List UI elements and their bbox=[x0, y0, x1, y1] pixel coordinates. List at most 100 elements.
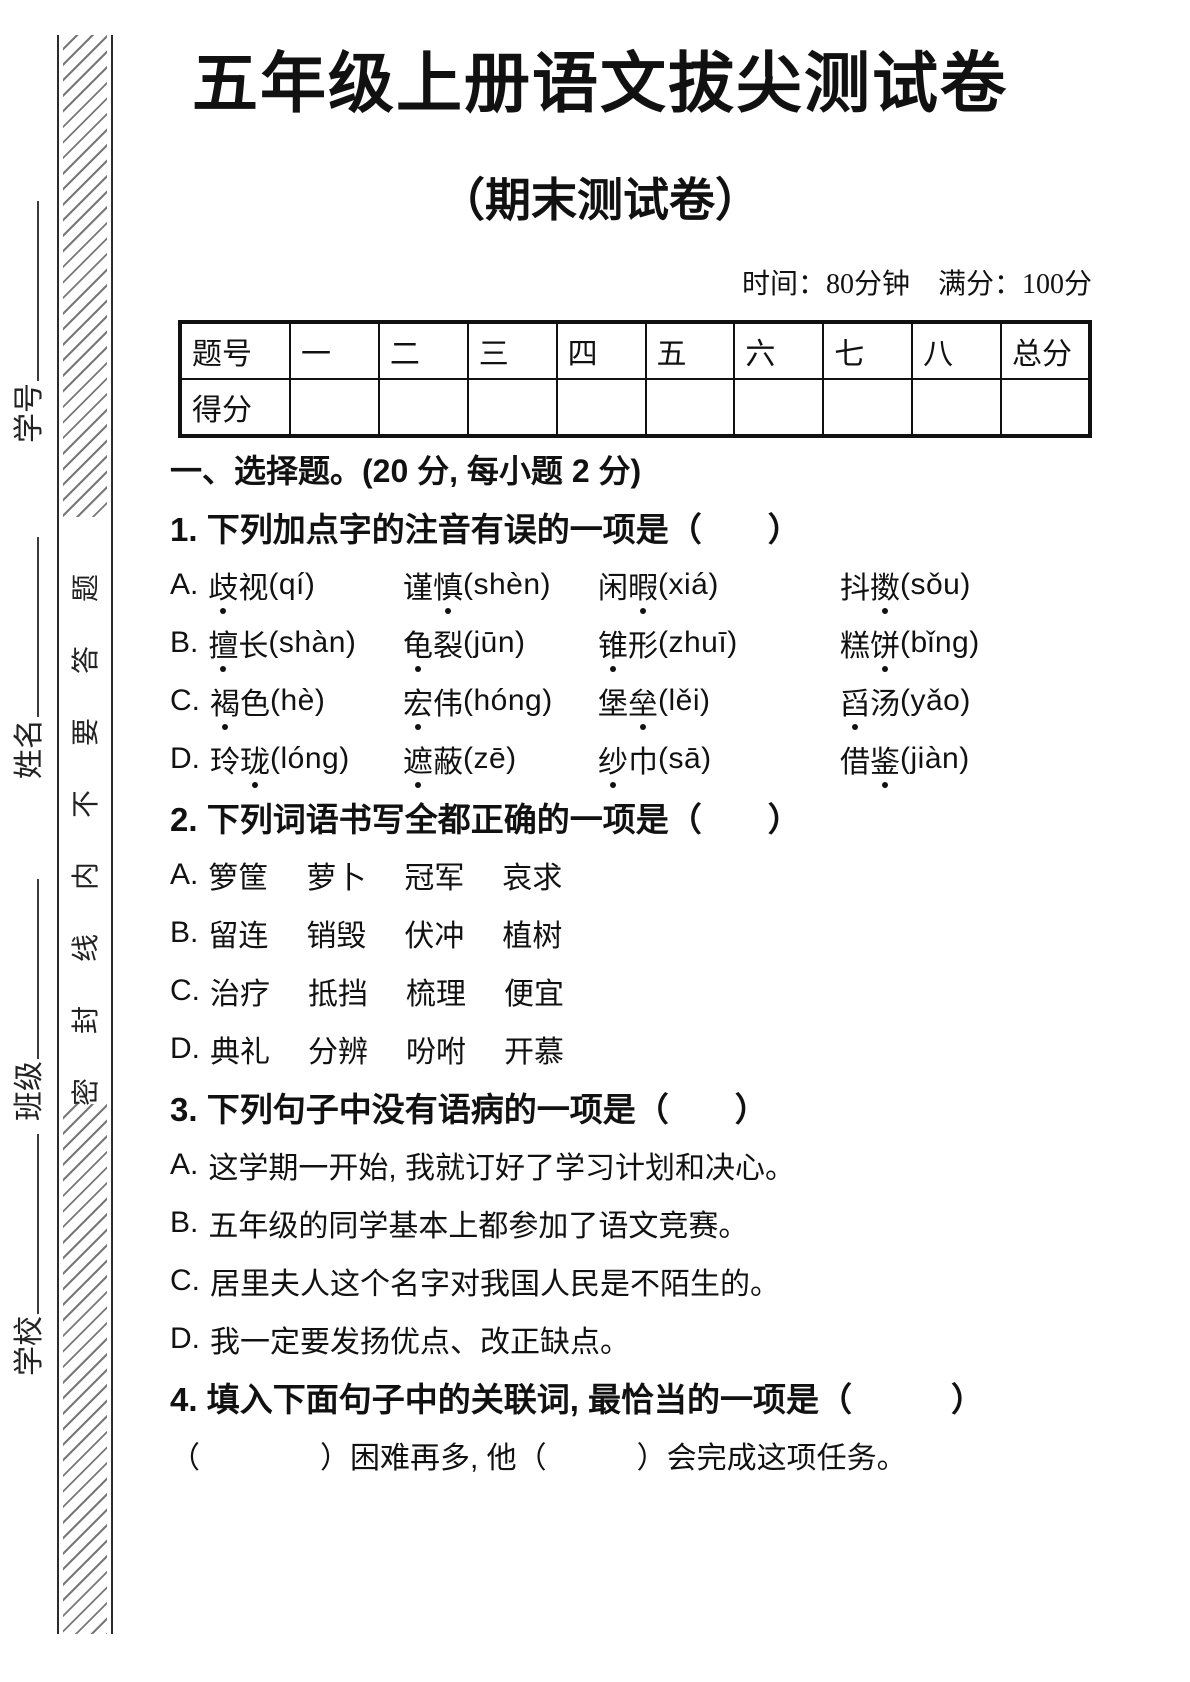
score-cell bbox=[555, 378, 647, 437]
row-label-score: 得分 bbox=[179, 378, 291, 437]
pinyin: (lěi) bbox=[658, 684, 711, 717]
score-cell bbox=[822, 378, 914, 437]
han-char: 闲 bbox=[598, 572, 628, 605]
option-cell: C. 褐色 (hè) bbox=[170, 679, 403, 723]
option-row: A. 箩筐 萝卜 冠军 哀求 bbox=[170, 846, 1120, 904]
class-field: 班级 bbox=[4, 879, 48, 1121]
option-row: A. 这学期一开始, 我就订好了学习计划和决心。 bbox=[170, 1136, 1120, 1194]
option-cell: 遮蔽 (zē) bbox=[403, 737, 598, 781]
emphasized-char: 宏 bbox=[403, 688, 433, 721]
option-word: 梳理 bbox=[406, 978, 466, 1011]
option-word: 分辨 bbox=[308, 1036, 368, 1069]
school-field: 学校 bbox=[4, 1134, 48, 1376]
option-word: 销毁 bbox=[306, 920, 367, 953]
option-row: B. 擅长 (shàn) 龟裂 (jūn) 锥形 (zhuī) 糕饼 (bǐng) bbox=[170, 614, 1120, 672]
question-stem: 1. 下列加点字的注音有误的一项是（ ） bbox=[170, 498, 1120, 556]
school-blank-line bbox=[33, 1134, 39, 1314]
option-word: 萝卜 bbox=[306, 862, 367, 895]
score-table-header-cell: 五 bbox=[644, 321, 736, 380]
option-word: 治疗 bbox=[210, 978, 270, 1011]
option-word: 典礼 bbox=[210, 1036, 270, 1069]
question-stem: 2. 下列词语书写全都正确的一项是（ ） bbox=[170, 788, 1120, 846]
pinyin: (shèn) bbox=[463, 568, 552, 601]
score-table-header-cell: 一 bbox=[289, 321, 380, 380]
option-label: D. bbox=[170, 1032, 200, 1065]
han-char: 蔽 bbox=[433, 746, 463, 779]
han-char: 谨 bbox=[403, 572, 433, 605]
question-list: 1. 下列加点字的注音有误的一项是（ ） A. 歧视 (qí) 谨慎 (shèn) 闲暇 (x… bbox=[170, 498, 1120, 1484]
option-word: 褐色 bbox=[210, 679, 270, 723]
section-heading: 一、选择题。(20 分, 每小题 2 分) bbox=[170, 440, 1120, 498]
score-cell bbox=[289, 378, 380, 437]
option-sentence: 我一定要发扬优点、改正缺点。 bbox=[210, 1326, 630, 1359]
score-table-header-cell: 四 bbox=[555, 321, 647, 380]
han-char: 糕 bbox=[840, 630, 870, 663]
option-sentence: 居里夫人这个名字对我国人民是不陌生的。 bbox=[210, 1268, 780, 1301]
score-table-header-cell: 三 bbox=[466, 321, 558, 380]
seal-border-left bbox=[57, 35, 59, 1634]
question-stem-text: 4. 填入下面句子中的关联词, 最恰当的一项是（ ） bbox=[170, 1381, 985, 1418]
score-table-header-cell: 八 bbox=[911, 321, 1002, 380]
emphasized-char: 歧 bbox=[208, 572, 239, 605]
option-cell: 舀汤 (yǎo) bbox=[840, 679, 1120, 723]
option-row: A. 歧视 (qí) 谨慎 (shèn) 闲暇 (xiá) 抖擞 (sǒu) bbox=[170, 556, 1120, 614]
question-number-row: 题号 一 二 三 四 五 六 七 八 总分 bbox=[179, 321, 1091, 380]
question-stem-text: 1. 下列加点字的注音有误的一项是（ ） bbox=[170, 511, 801, 548]
pinyin: (lóng) bbox=[270, 742, 350, 775]
option-word: 龟裂 bbox=[403, 621, 463, 665]
option-row: B. 五年级的同学基本上都参加了语文竞赛。 bbox=[170, 1194, 1120, 1252]
question-stem: 3. 下列句子中没有语病的一项是（ ） bbox=[170, 1078, 1120, 1136]
option-label: C. bbox=[170, 1264, 200, 1297]
option-sentence: 五年级的同学基本上都参加了语文竞赛。 bbox=[208, 1210, 749, 1243]
option-cell: 龟裂 (jūn) bbox=[403, 621, 598, 665]
emphasized-char: 纱 bbox=[598, 746, 628, 779]
pinyin: (bǐng) bbox=[900, 626, 980, 659]
class-label: 班级 bbox=[13, 1061, 46, 1121]
option-word: 宏伟 bbox=[403, 679, 463, 723]
hatch-pattern-bottom bbox=[63, 1104, 107, 1634]
option-word: 抵挡 bbox=[308, 978, 368, 1011]
score-table-header-cell: 二 bbox=[377, 321, 469, 380]
han-char: 色 bbox=[240, 688, 270, 721]
option-row: C. 褐色 (hè) 宏伟 (hóng) 堡垒 (lěi) 舀汤 (yǎo) bbox=[170, 672, 1120, 730]
option-label: D. bbox=[170, 742, 200, 775]
pinyin: (qí) bbox=[268, 568, 316, 601]
option-word: 冠军 bbox=[404, 862, 465, 895]
option-word: 开慕 bbox=[504, 1036, 564, 1069]
score-cell bbox=[911, 378, 1002, 437]
option-word: 糕饼 bbox=[840, 621, 900, 665]
page-title: 五年级上册语文拔尖测试卷 bbox=[192, 48, 1008, 121]
option-cell: 谨慎 (shèn) bbox=[403, 563, 598, 607]
han-char: 视 bbox=[238, 572, 269, 605]
score-cell bbox=[466, 378, 558, 437]
emphasized-char: 擅 bbox=[208, 630, 239, 663]
han-char: 长 bbox=[238, 630, 269, 663]
option-word: 伏冲 bbox=[404, 920, 465, 953]
option-word: 抖擞 bbox=[840, 563, 900, 607]
question-area: 一、选择题。(20 分, 每小题 2 分) 1. 下列加点字的注音有误的一项是（… bbox=[170, 440, 1120, 1484]
question-stem-text: 2. 下列词语书写全都正确的一项是（ ） bbox=[170, 801, 801, 838]
emphasized-char: 锥 bbox=[598, 630, 628, 663]
option-word: 谨慎 bbox=[403, 563, 463, 607]
option-cell: 锥形 (zhuī) bbox=[598, 621, 840, 665]
pinyin: (sǒu) bbox=[900, 568, 971, 601]
option-cell: B. 擅长 (shàn) bbox=[170, 621, 403, 665]
score-table-header-cell: 六 bbox=[733, 321, 825, 380]
pinyin: (jūn) bbox=[463, 626, 526, 659]
han-char: 伟 bbox=[433, 688, 463, 721]
option-sentence: 这学期一开始, 我就订好了学习计划和决心。 bbox=[208, 1152, 796, 1185]
option-word: 堡垒 bbox=[598, 679, 658, 723]
option-word: 擅长 bbox=[208, 621, 268, 665]
emphasized-char: 鉴 bbox=[870, 746, 900, 779]
option-label: A. bbox=[170, 1148, 199, 1181]
pinyin: (sā) bbox=[658, 742, 712, 775]
option-row: D. 我一定要发扬优点、改正缺点。 bbox=[170, 1310, 1120, 1368]
score-cell bbox=[1000, 378, 1091, 437]
emphasized-char: 慎 bbox=[433, 572, 463, 605]
student-id-field: 学号 bbox=[4, 201, 48, 443]
option-word: 留连 bbox=[208, 920, 269, 953]
han-char: 借 bbox=[840, 746, 870, 779]
question-stem-text: 3. 下列句子中没有语病的一项是（ ） bbox=[170, 1091, 768, 1128]
class-blank-line bbox=[33, 879, 39, 1059]
name-label: 姓名 bbox=[13, 719, 46, 779]
